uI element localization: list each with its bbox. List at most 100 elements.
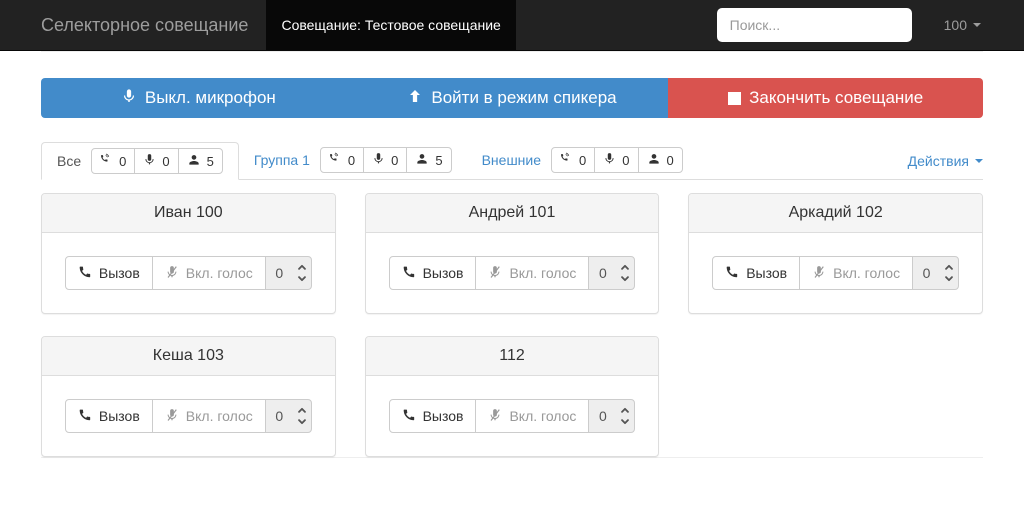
microphone-slash-icon xyxy=(812,265,826,282)
tab-external[interactable]: Внешние 0 0 0 xyxy=(467,141,698,179)
tab-external-counters: 0 0 0 xyxy=(551,147,683,173)
call-button-label: Вызов xyxy=(98,408,140,424)
participant-name: Иван 100 xyxy=(42,194,335,233)
call-button[interactable]: Вызов xyxy=(64,256,153,290)
divider-bottom xyxy=(41,457,983,458)
microphone-slash-icon xyxy=(488,265,502,282)
user-icon xyxy=(647,152,661,169)
call-button[interactable]: Вызов xyxy=(64,399,153,433)
volume-value: 0 xyxy=(599,265,607,281)
phone-volume-icon xyxy=(100,153,113,169)
enable-voice-button[interactable]: Вкл. голос xyxy=(799,256,914,290)
volume-up-button[interactable] xyxy=(295,262,309,273)
phone-icon xyxy=(402,265,416,282)
phone-icon xyxy=(402,408,416,425)
mics-counter: 0 xyxy=(134,148,179,174)
call-button[interactable]: Вызов xyxy=(712,256,801,290)
calls-count: 0 xyxy=(119,153,127,169)
tab-group-1[interactable]: Группа 1 0 0 5 xyxy=(239,141,467,179)
microphone-slash-icon xyxy=(165,408,179,425)
tab-group-1-counters: 0 0 5 xyxy=(319,147,452,173)
calls-counter: 0 xyxy=(551,147,596,173)
volume-stepper[interactable]: 0 xyxy=(588,256,636,290)
participant-card: Иван 100 Вызов Вкл. голос 0 xyxy=(41,193,336,314)
phone-icon xyxy=(78,265,92,282)
volume-stepper[interactable]: 0 xyxy=(264,399,312,433)
volume-down-button[interactable] xyxy=(942,273,956,284)
caret-down-icon xyxy=(973,23,981,27)
members-count: 5 xyxy=(206,153,214,169)
volume-down-button[interactable] xyxy=(295,273,309,284)
enable-voice-button[interactable]: Вкл. голос xyxy=(151,399,266,433)
enable-voice-button[interactable]: Вкл. голос xyxy=(475,256,590,290)
mics-counter: 0 xyxy=(363,147,408,173)
participant-controls: Вызов Вкл. голос 0 xyxy=(712,256,960,290)
group-tabs: Все 0 0 5 Группа 1 xyxy=(41,141,983,180)
calls-counter: 0 xyxy=(319,147,365,173)
enable-voice-button[interactable]: Вкл. голос xyxy=(475,399,590,433)
tab-group-1-label: Группа 1 xyxy=(253,152,310,168)
caret-down-icon xyxy=(975,159,983,163)
members-count: 0 xyxy=(666,152,674,168)
stop-icon xyxy=(728,91,742,105)
search-input[interactable] xyxy=(716,8,912,42)
arrow-up-icon xyxy=(407,88,423,109)
mics-count: 0 xyxy=(391,152,399,168)
volume-down-button[interactable] xyxy=(618,416,632,427)
participant-card: Андрей 101 Вызов Вкл. голос 0 xyxy=(364,193,660,314)
members-counter: 5 xyxy=(177,148,223,174)
phone-volume-icon xyxy=(329,152,342,168)
participant-card: 112 Вызов Вкл. голос 0 xyxy=(364,336,660,457)
volume-value: 0 xyxy=(275,265,284,281)
user-dropdown[interactable]: 100 xyxy=(944,17,981,33)
volume-value: 0 xyxy=(275,408,284,424)
participant-controls: Вызов Вкл. голос 0 xyxy=(388,399,636,433)
participant-controls: Вызов Вкл. голос 0 xyxy=(64,399,312,433)
mute-microphone-label: Выкл. микрофон xyxy=(144,88,276,107)
tab-all-label: Все xyxy=(57,153,82,169)
microphone-icon xyxy=(372,152,385,168)
volume-down-button[interactable] xyxy=(618,273,632,284)
calls-count: 0 xyxy=(579,152,587,168)
members-counter: 5 xyxy=(406,147,452,173)
microphone-slash-icon xyxy=(488,408,502,425)
enter-speaker-mode-button[interactable]: Войти в режим спикера xyxy=(354,78,670,118)
participant-controls: Вызов Вкл. голос 0 xyxy=(388,256,636,290)
enable-voice-button[interactable]: Вкл. голос xyxy=(151,256,266,290)
participant-name: Кеша 103 xyxy=(42,337,335,376)
volume-down-button[interactable] xyxy=(295,416,309,427)
app-brand[interactable]: Селекторное совещание xyxy=(41,15,249,35)
nav-item-current-meeting[interactable]: Совещание: Тестовое совещание xyxy=(266,0,516,50)
volume-up-button[interactable] xyxy=(618,262,632,273)
mute-microphone-button[interactable]: Выкл. микрофон xyxy=(41,78,356,118)
volume-stepper[interactable]: 0 xyxy=(264,256,312,290)
enable-voice-label: Вкл. голос xyxy=(509,265,577,281)
call-button-label: Вызов xyxy=(422,265,464,281)
call-button[interactable]: Вызов xyxy=(388,256,477,290)
volume-up-button[interactable] xyxy=(618,405,632,416)
end-meeting-button[interactable]: Закончить совещание xyxy=(668,78,984,118)
members-counter: 0 xyxy=(637,147,683,173)
participants-grid: Иван 100 Вызов Вкл. голос 0 xyxy=(41,193,983,457)
actions-dropdown-label: Действия xyxy=(907,153,969,169)
mics-count: 0 xyxy=(622,152,630,168)
enter-speaker-mode-label: Войти в режим спикера xyxy=(431,88,617,107)
members-count: 5 xyxy=(435,152,443,168)
call-button[interactable]: Вызов xyxy=(388,399,477,433)
user-dropdown-label: 100 xyxy=(943,17,967,33)
volume-value: 0 xyxy=(599,408,607,424)
tab-all[interactable]: Все 0 0 5 xyxy=(41,142,239,180)
volume-up-button[interactable] xyxy=(942,262,956,273)
volume-stepper[interactable]: 0 xyxy=(912,256,960,290)
call-button-label: Вызов xyxy=(98,265,140,281)
call-button-label: Вызов xyxy=(746,265,788,281)
participant-card: Кеша 103 Вызов Вкл. голос 0 xyxy=(41,336,336,457)
participant-name: Аркадий 102 xyxy=(689,194,982,233)
actions-dropdown[interactable]: Действия xyxy=(908,143,983,179)
volume-value: 0 xyxy=(922,265,931,281)
tab-all-counters: 0 0 5 xyxy=(91,148,223,174)
user-icon xyxy=(187,153,201,170)
volume-stepper[interactable]: 0 xyxy=(588,399,636,433)
mics-count: 0 xyxy=(162,153,170,169)
volume-up-button[interactable] xyxy=(295,405,309,416)
